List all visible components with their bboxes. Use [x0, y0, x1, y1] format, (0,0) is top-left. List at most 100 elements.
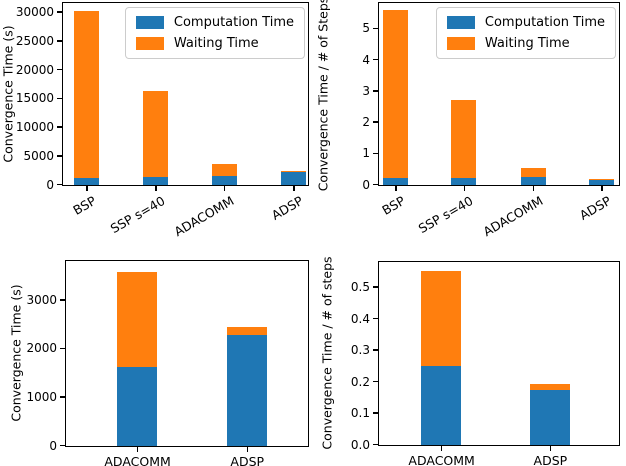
y-tick-label: 0.2	[350, 374, 370, 389]
y-tick-mark	[57, 97, 62, 100]
y-tick-mark	[373, 317, 378, 320]
y-tick-label: 1	[362, 146, 370, 161]
plot-area	[65, 260, 309, 447]
bar-adacomm	[211, 164, 237, 185]
x-tick-mark	[246, 447, 248, 452]
bar-segment-waiting	[588, 179, 614, 180]
y-tick-mark	[373, 58, 378, 61]
legend-label: Computation Time	[173, 15, 294, 30]
bar-segment-computation	[117, 367, 158, 446]
y-tick-mark	[373, 380, 378, 383]
legend: Computation Time Waiting Time	[124, 7, 305, 59]
plot-area	[378, 261, 620, 446]
bar-segment-computation	[74, 178, 100, 185]
y-tick-mark	[57, 126, 62, 128]
y-tick-mark	[373, 349, 378, 351]
legend-entry-computation: Computation Time	[135, 15, 294, 30]
bar-segment-waiting	[529, 384, 570, 390]
bar-segment-waiting	[226, 327, 267, 335]
bar-segment-computation	[451, 177, 477, 185]
x-tick-mark	[549, 446, 552, 451]
x-tick-mark	[440, 446, 443, 451]
x-tick-mark	[293, 186, 295, 191]
y-tick-label: 2000	[26, 341, 57, 356]
y-tick-mark	[60, 347, 65, 350]
bar-segment-computation	[529, 389, 570, 445]
bar-segment-waiting	[383, 10, 409, 178]
y-tick-mark	[57, 183, 62, 186]
bar-bsp	[74, 11, 100, 185]
y-tick-label: 0.3	[350, 343, 370, 358]
bar-segment-computation	[520, 177, 546, 185]
y-tick-mark	[373, 152, 378, 155]
y-tick-mark	[60, 396, 65, 398]
bar-ssp-s-40	[451, 99, 477, 185]
y-tick-label: 0	[46, 177, 54, 192]
y-tick-label: 25000	[15, 33, 54, 48]
y-tick-label: 1000	[26, 389, 57, 404]
y-tick-mark	[373, 443, 378, 446]
y-tick-label: 20000	[15, 62, 54, 77]
y-tick-label: 15000	[15, 91, 54, 106]
bar-segment-waiting	[143, 91, 169, 177]
legend-label: Waiting Time	[173, 36, 259, 51]
legend-entry-waiting: Waiting Time	[135, 36, 294, 51]
bar-segment-waiting	[117, 272, 158, 368]
x-tick-mark	[155, 186, 157, 191]
y-tick-label: 0.5	[350, 280, 370, 295]
plot-area: Computation Time Waiting Time	[378, 2, 620, 186]
x-tick-mark	[223, 186, 226, 191]
x-tick-mark	[395, 186, 397, 191]
bar-ssp-s-40	[143, 91, 169, 185]
bar-segment-computation	[143, 176, 169, 185]
bar-adacomm	[117, 272, 158, 446]
y-tick-label: 0.0	[350, 437, 370, 452]
y-tick-label: 0.4	[350, 311, 370, 326]
legend-swatch-waiting	[446, 37, 475, 50]
plot-area: Computation Time Waiting Time	[62, 2, 309, 186]
legend: Computation Time Waiting Time	[435, 7, 616, 59]
y-tick-mark	[373, 183, 378, 186]
legend-swatch-waiting	[135, 37, 164, 50]
bar-adsp	[226, 327, 267, 446]
x-tick-mark	[86, 186, 88, 191]
y-tick-mark	[373, 27, 378, 30]
y-tick-label: 0	[362, 177, 370, 192]
legend-swatch-computation	[135, 16, 164, 29]
x-tick-mark	[601, 186, 603, 191]
x-tick-mark	[532, 186, 535, 191]
bar-adsp	[281, 170, 307, 185]
x-tick-label: ADSP	[230, 454, 265, 466]
y-tick-label: 0	[49, 438, 57, 453]
bar-segment-computation	[211, 175, 237, 185]
legend-label: Computation Time	[484, 15, 605, 30]
bar-adsp	[588, 179, 614, 185]
bar-segment-computation	[226, 334, 267, 446]
y-tick-mark	[60, 299, 65, 301]
y-tick-mark	[60, 444, 65, 447]
bar-segment-waiting	[211, 164, 237, 176]
bar-adacomm	[520, 167, 546, 185]
bar-bsp	[383, 10, 409, 185]
legend-label: Waiting Time	[484, 36, 570, 51]
y-tick-label: 2	[362, 115, 370, 130]
y-tick-label: 10000	[15, 120, 54, 135]
bar-adacomm	[421, 271, 462, 445]
y-tick-mark	[57, 11, 62, 13]
bar-segment-computation	[588, 179, 614, 185]
legend-entry-computation: Computation Time	[446, 15, 605, 30]
y-tick-label: 4	[362, 52, 370, 67]
y-tick-mark	[373, 412, 378, 414]
bar-segment-waiting	[74, 11, 100, 179]
y-tick-label: 5000	[23, 148, 54, 163]
legend-entry-waiting: Waiting Time	[446, 36, 605, 51]
y-tick-label: 5	[362, 21, 370, 36]
x-tick-label: ADSP	[533, 453, 568, 466]
bar-segment-computation	[421, 365, 462, 445]
bar-segment-waiting	[520, 167, 546, 178]
